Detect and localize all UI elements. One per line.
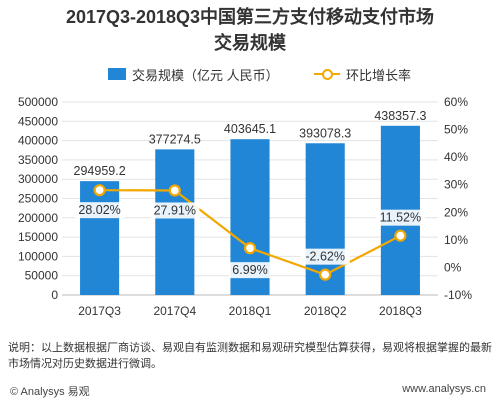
bar-value-label: 377274.5 (149, 132, 201, 146)
legend-bar-swatch (108, 68, 126, 80)
growth-rate-label: 6.99% (232, 263, 267, 277)
y-right-tick-label: -10% (444, 288, 472, 302)
y-right-tick-label: 0% (444, 260, 462, 274)
bar-value-label: 294959.2 (74, 164, 126, 178)
bar (155, 149, 195, 295)
legend-line-swatch (314, 67, 340, 81)
bar-value-label: 393078.3 (299, 126, 351, 140)
growth-rate-label: 11.52% (380, 211, 421, 225)
bar-value-label: 438357.3 (374, 109, 426, 123)
y-right-tick-label: 40% (444, 150, 468, 164)
y-right-tick-label: 50% (444, 123, 468, 137)
chart-title-line1: 2017Q3-2018Q3中国第三方支付移动支付市场 (65, 7, 435, 27)
x-tick-label: 2018Q3 (379, 304, 422, 318)
bar (80, 181, 120, 295)
growth-label-bg (75, 202, 125, 219)
y-right-tick-label: 10% (444, 233, 468, 247)
x-tick-label: 2018Q2 (304, 304, 347, 318)
growth-label-bg (375, 209, 425, 226)
chart-legend: 交易规模（亿元 人民币） 环比增长率 (0, 64, 500, 84)
growth-label-bg (150, 202, 200, 219)
y-left-tick-label: 100000 (18, 249, 58, 263)
legend-bar-label: 交易规模（亿元 人民币） (132, 67, 279, 83)
growth-rate-point (394, 229, 407, 242)
growth-rate-point (319, 268, 332, 281)
y-left-tick-label: 250000 (18, 192, 58, 206)
y-left-tick-label: 0 (51, 288, 58, 302)
growth-rate-label: -2.62% (305, 250, 345, 264)
y-left-tick-label: 500000 (18, 95, 58, 109)
growth-label-bg (300, 248, 350, 265)
y-left-tick-label: 150000 (18, 230, 58, 244)
combo-chart: 0 50000 100000 150000 200000 250000 300000 3500… (18, 95, 472, 318)
bar-value-label: 403645.1 (224, 122, 276, 136)
growth-rate-label: 27.91% (154, 203, 196, 217)
y-left-tick-label: 450000 (18, 114, 58, 128)
legend-line-label: 环比增长率 (346, 67, 412, 83)
y-left-tick-label: 400000 (18, 134, 58, 148)
chart-title-line2: 交易规模 (214, 33, 286, 53)
growth-rate-label: 28.02% (78, 203, 120, 217)
footer-brand: © Analysys 易观 (10, 386, 90, 398)
y-right-tick-label: 30% (444, 178, 468, 192)
x-tick-label: 2017Q4 (153, 304, 196, 318)
y-left-tick-label: 200000 (18, 211, 58, 225)
y-right-tick-label: 60% (444, 95, 468, 109)
x-tick-label: 2018Q1 (229, 304, 272, 318)
y-left-tick-label: 350000 (18, 153, 58, 167)
legend-item-bar: 交易规模（亿元 人民币） (108, 64, 279, 84)
y-left-tick-label: 300000 (18, 172, 58, 186)
growth-rate-point (93, 184, 106, 197)
footnote: 说明：以上数据根据厂商访谈、易观自有监测数据和易观研究模型估算获得，易观将根据掌… (8, 342, 492, 370)
growth-rate-point (168, 184, 181, 197)
growth-rate-point (243, 242, 257, 255)
y-left-tick-label: 50000 (25, 269, 59, 283)
legend-item-line: 环比增长率 (314, 64, 411, 84)
growth-label-bg (229, 262, 271, 279)
footer-url: www.analysys.cn (402, 383, 486, 395)
x-tick-label: 2017Q3 (78, 304, 121, 318)
y-right-tick-label: 20% (444, 205, 468, 219)
